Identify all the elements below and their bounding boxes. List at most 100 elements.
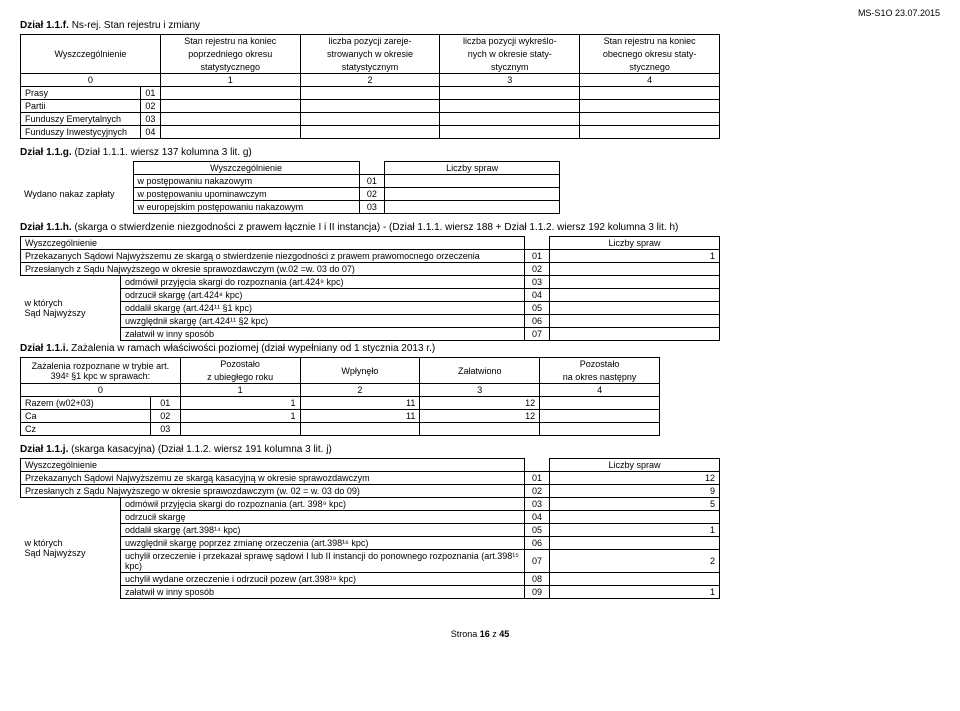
table-row-label: Prasy [21,87,141,100]
title-h: Dział 1.1.h. [20,222,72,233]
num-0: 0 [21,74,161,87]
table-row-code: 09 [525,586,550,599]
group-label: w których Sąd Najwyższy [21,498,121,599]
cell [580,126,720,139]
cell [440,113,580,126]
th-c4a: Stan rejestru na koniec [580,35,720,48]
th-c3a: liczba pozycji wykreślo- [440,35,580,48]
table-row-code: 07 [525,328,550,341]
subtitle-h: (skarga o stwierdzenie niezgodności z pr… [74,222,678,233]
cell [385,201,560,214]
section-f-title: Dział 1.1.f. Ns-rej. Stan rejestru i zmi… [20,20,940,31]
table-row-label: odmówił przyjęcia skargi do rozpoznania … [121,498,525,511]
cell [550,328,720,341]
title-j: Dział 1.1.j. [20,444,68,455]
th-c2c: statystycznym [300,61,440,74]
th-g-wysz: Wyszczególnienie [133,162,359,175]
cell: 1 [180,410,300,423]
cell [420,423,540,436]
cell [160,126,300,139]
table-g: Wyszczególnienie Liczby spraw Wydano nak… [20,161,560,214]
th-i-c2: Wpłynęło [300,358,420,384]
table-row-label: Cz [21,423,151,436]
table-row-code: 01 [525,472,550,485]
subtitle-f: Ns-rej. Stan rejestru i zmiany [72,20,200,31]
cell [550,289,720,302]
table-row-code: 04 [525,289,550,302]
th-c4c: stycznego [580,61,720,74]
table-row-label: Funduszy Emerytalnych [21,113,141,126]
cell [385,188,560,201]
th-i-h1b: 394² §1 kpc w sprawach: [25,371,176,381]
table-row-code: 05 [525,302,550,315]
table-row-code: 07 [525,550,550,573]
table-row-label: Przesłanych z Sądu Najwyższego w okresie… [21,263,525,276]
section-g-title: Dział 1.1.g. (Dział 1.1.1. wiersz 137 ko… [20,147,940,158]
table-row-label: Przesłanych z Sądu Najwyższego w okresie… [21,485,525,498]
cell [540,423,660,436]
cell [160,113,300,126]
cell [550,315,720,328]
cell: 1 [550,586,720,599]
th-i-c4a: Pozostało [540,358,660,371]
th-h-wysz: Wyszczególnienie [21,237,525,250]
table-row-code: 08 [525,573,550,586]
table-row-label: odmówił przyjęcia skargi do rozpoznania … [121,276,525,289]
cell: 11 [300,410,420,423]
section-j-title: Dział 1.1.j. (skarga kasacyjna) (Dział 1… [20,444,940,455]
cell [580,87,720,100]
table-row-code: 02 [359,188,385,201]
cell [180,423,300,436]
subtitle-j: (skarga kasacyjna) (Dział 1.1.2. wiersz … [71,444,332,455]
cell: 9 [550,485,720,498]
table-row-code: 03 [525,276,550,289]
th-c3b: nych w okresie staty- [440,48,580,61]
table-row-label: Przekazanych Sądowi Najwyższemu ze skarg… [21,250,525,263]
table-row-code: 06 [525,537,550,550]
th-h-liczby: Liczby spraw [550,237,720,250]
num-i-3: 3 [420,384,540,397]
table-row-label: załatwił w inny sposób [121,586,525,599]
cell [580,100,720,113]
cell [300,87,440,100]
cell: 1 [550,524,720,537]
page-header-code: MS-S1O 23.07.2015 [858,8,940,18]
cell [550,263,720,276]
cell: 12 [550,472,720,485]
th-i-c1a: Pozostało [180,358,300,371]
table-row-label: Przekazanych Sądowi Najwyższemu ze skarg… [21,472,525,485]
num-i-0: 0 [21,384,181,397]
cell [300,126,440,139]
cell: 2 [550,550,720,573]
cell [540,410,660,423]
cell [550,302,720,315]
table-row-label: w postępowaniu nakazowym [133,175,359,188]
cell [540,397,660,410]
footer-page: 16 [480,629,490,639]
th-c3c: stycznym [440,61,580,74]
table-row-code: 03 [140,113,160,126]
cell [440,100,580,113]
num-2: 2 [300,74,440,87]
table-row-label: Ca [21,410,151,423]
cell [550,537,720,550]
num-i-2: 2 [300,384,420,397]
table-row-code: 02 [140,100,160,113]
subtitle-g: (Dział 1.1.1. wiersz 137 kolumna 3 lit. … [74,147,251,158]
table-row-code: 04 [525,511,550,524]
table-row-code: 02 [525,263,550,276]
num-1: 1 [160,74,300,87]
table-row-label: oddalił skargę (art.424¹¹ §1 kpc) [121,302,525,315]
table-row-code: 02 [525,485,550,498]
cell [300,423,420,436]
th-wysz: Wyszczególnienie [21,35,161,74]
th-c1b: poprzedniego okresu [160,48,300,61]
table-row-label: załatwił w inny sposób [121,328,525,341]
table-row-code: 01 [359,175,385,188]
table-j: Wyszczególnienie Liczby spraw Przekazany… [20,458,720,599]
footer-prefix: Strona [451,629,480,639]
page-footer: Strona 16 z 45 [20,629,940,639]
num-i-1: 1 [180,384,300,397]
cell [580,113,720,126]
subtitle-i: Zażalenia w ramach właściwości poziomej … [71,343,435,354]
